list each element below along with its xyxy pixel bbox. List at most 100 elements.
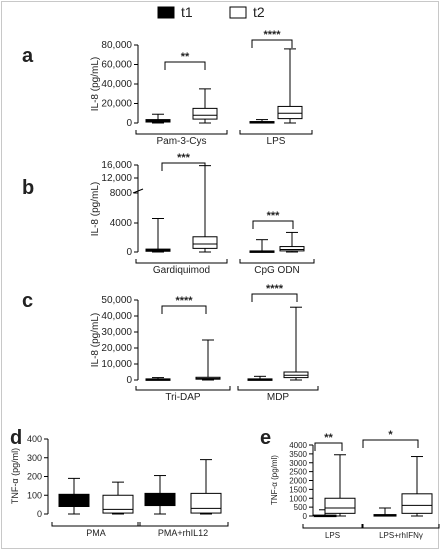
legend-swatch-t1 <box>157 6 175 19</box>
group-label: MDP <box>267 392 290 403</box>
y-tick-label: 8000 <box>110 188 133 199</box>
legend-swatch-t2 <box>229 6 247 19</box>
box-iqr <box>192 236 218 249</box>
group-label: LPS+rhIFNγ <box>379 531 423 540</box>
box-lps-t2 <box>324 454 356 517</box>
significance-bracket <box>164 61 206 70</box>
group-bracket <box>135 386 231 391</box>
y-tick-label: 0 <box>126 247 132 258</box>
legend: t1 t2 <box>157 4 265 20</box>
group-label: CpG ODN <box>254 265 300 276</box>
box-pma-t2 <box>102 481 134 515</box>
y-tick-label: 4000 <box>289 441 307 450</box>
box-iqr <box>279 246 305 252</box>
y-tick-label: 3500 <box>289 450 307 459</box>
box-iqr <box>324 497 356 514</box>
y-tick-label: 12,000 <box>101 173 132 184</box>
y-tick-label: 20,000 <box>101 343 132 354</box>
y-axis-label: IL-8 (pg/mL) <box>90 313 101 367</box>
group-label: Gardiquimod <box>153 265 210 276</box>
significance-bracket <box>251 293 298 302</box>
y-tick-label: 1000 <box>289 494 307 503</box>
box-iqr <box>192 107 218 120</box>
significance-stars: **** <box>175 295 193 307</box>
significance-stars: **** <box>266 283 284 295</box>
panel-letter: c <box>22 290 33 312</box>
axis-break-mark <box>132 188 144 194</box>
box-pma-t1 <box>58 477 90 515</box>
box-cpg-odn-t1 <box>249 239 275 253</box>
y-tick-label: 20,000 <box>101 99 132 110</box>
box-gardiquimod-t1 <box>145 218 171 253</box>
significance-bracket <box>251 39 293 48</box>
y-tick-label: 4000 <box>110 218 133 229</box>
box-mdp-t2 <box>283 306 309 381</box>
group-label: PMA+rhIL12 <box>158 528 208 538</box>
y-tick-label: 10,000 <box>101 359 132 370</box>
significance-stars: **** <box>263 29 281 41</box>
y-tick-label: 200 <box>27 472 42 482</box>
group-label: LPS <box>267 136 286 147</box>
y-tick-label: 80,000 <box>101 40 132 51</box>
box-lps-rhifn--t1 <box>373 507 397 517</box>
box-gardiquimod-t2 <box>192 165 218 253</box>
box-iqr <box>190 492 222 514</box>
box-lps-rhifn--t2 <box>401 456 433 517</box>
box-tri-dap-t2 <box>195 339 221 381</box>
box-iqr <box>102 494 134 514</box>
y-axis-label: TNF-α (pg/ml) <box>270 455 279 505</box>
y-tick-label: 400 <box>27 434 42 444</box>
significance-stars: * <box>388 429 393 441</box>
y-tick-label: 0 <box>37 509 42 519</box>
significance-stars: ** <box>324 432 333 444</box>
group-label: LPS <box>325 531 340 540</box>
box-pma-rhil12-t1 <box>144 475 176 515</box>
box-iqr <box>401 493 433 514</box>
significance-bracket <box>314 442 343 451</box>
box-tri-dap-t1 <box>145 377 171 381</box>
group-label: PMA <box>86 528 106 538</box>
group-bracket <box>135 259 228 264</box>
panel-letter: b <box>22 177 34 199</box>
group-bracket <box>137 522 229 527</box>
box-pma-rhil12-t2 <box>190 459 222 515</box>
y-tick-label: 2000 <box>289 477 307 486</box>
group-bracket <box>135 130 228 135</box>
box-iqr <box>58 493 90 507</box>
box-cpg-odn-t2 <box>279 231 305 253</box>
box-lps-t2 <box>277 48 303 124</box>
y-axis-label: IL-8 (pg/mL) <box>90 57 101 111</box>
group-bracket <box>239 130 313 135</box>
y-tick-label: 60,000 <box>101 60 132 71</box>
significance-stars: *** <box>267 210 281 222</box>
group-bracket <box>302 524 363 529</box>
legend-label-t1: t1 <box>181 4 193 20</box>
panel-letter: a <box>22 45 34 67</box>
group-label: Tri-DAP <box>165 392 201 403</box>
group-bracket <box>237 386 319 391</box>
y-tick-label: 0 <box>126 375 132 386</box>
y-tick-label: 0 <box>126 118 132 129</box>
y-tick-label: 2500 <box>289 468 307 477</box>
significance-bracket <box>161 162 206 171</box>
box-pam-3-cys-t1 <box>145 113 171 124</box>
significance-bracket <box>161 305 207 314</box>
y-tick-label: 3000 <box>289 459 307 468</box>
y-axis-label: IL-8 (pg/mL) <box>90 182 101 236</box>
box-iqr <box>277 105 303 120</box>
y-tick-label: 100 <box>27 490 42 500</box>
panel-letter: d <box>10 427 22 449</box>
panel-d: d 0 100 200 300 400 TNF-α (pg/ml) PMA PMA+rhIL12 <box>10 427 229 538</box>
group-label: Pam-3-Cys <box>156 136 206 147</box>
y-tick-label: 300 <box>27 453 42 463</box>
y-tick-label: 50,000 <box>101 295 132 306</box>
box-pam-3-cys-t2 <box>192 88 218 124</box>
group-bracket <box>362 524 440 529</box>
group-bracket <box>239 259 315 264</box>
y-tick-label: 30,000 <box>101 327 132 338</box>
